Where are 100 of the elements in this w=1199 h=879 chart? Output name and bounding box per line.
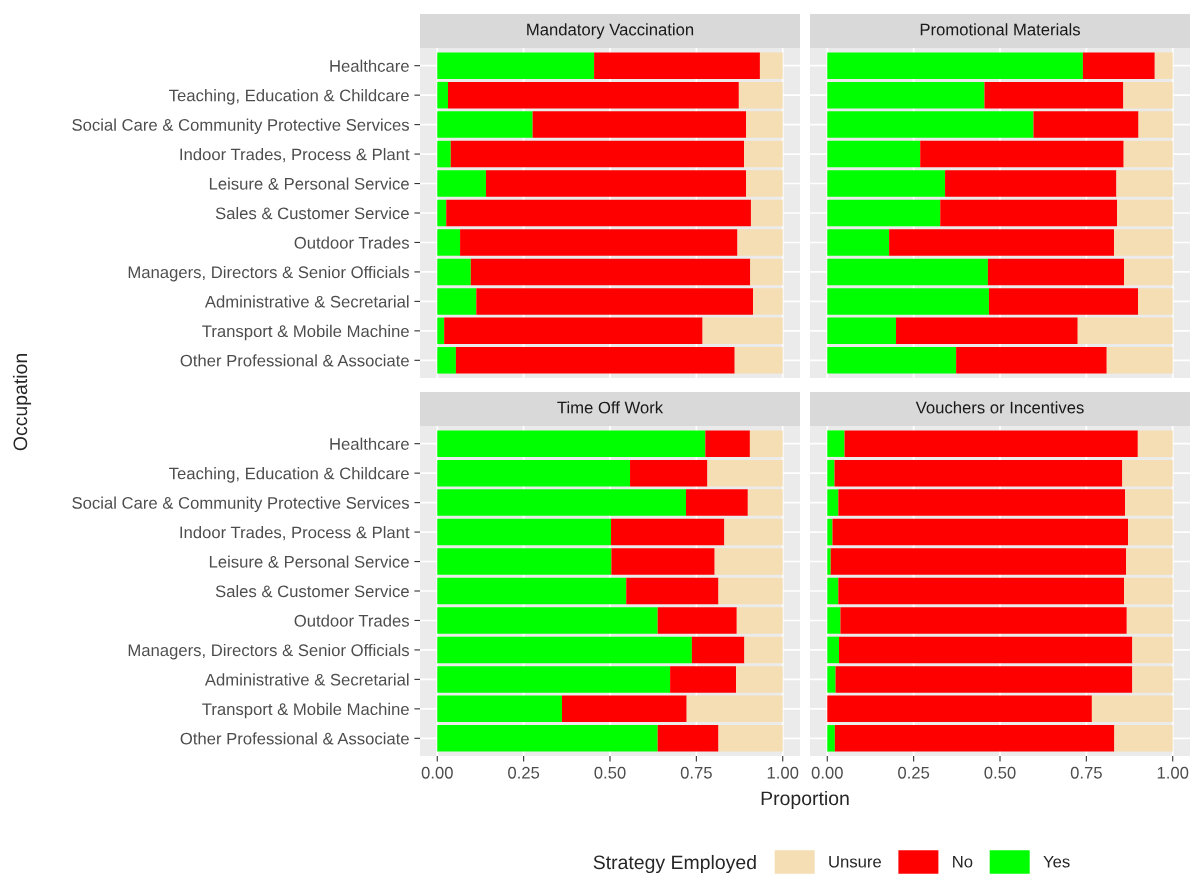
bar [437,140,451,168]
bar [437,725,658,752]
bar [827,199,941,227]
bar [827,459,835,487]
bar [896,317,1078,345]
y-tick-label: Indoor Trades, Process & Plant [180,526,410,541]
y-tick-label: Managers, Directors & Senior Officials [128,265,409,282]
bar [750,258,783,286]
x-tick-label: 1.00 [767,766,799,779]
bar [446,199,751,227]
bar [437,199,447,227]
x-tick-label: 0.75 [1070,766,1102,779]
bar [1137,430,1173,457]
x-tick-label: 0.25 [898,766,930,779]
bar [718,725,783,752]
bar [1128,518,1173,546]
bar [827,607,841,634]
y-tick-label: Other Professional & Associate [180,732,409,745]
bar [1123,140,1173,168]
bar [832,518,1129,546]
bar [1116,170,1173,197]
bar [839,636,1133,664]
bar [747,489,783,516]
bar [746,170,783,197]
bar [1126,607,1173,634]
bar [1124,258,1173,286]
bar [827,695,1092,723]
bar [1125,489,1173,516]
bar [437,489,686,516]
y-tick-label: Other Professional & Associate [180,354,409,367]
bar [920,140,1124,168]
bar [1138,111,1173,138]
legend-label: No [953,855,973,868]
bar [984,81,1124,109]
bar [827,489,839,516]
bar [1117,199,1173,227]
bar [1122,459,1173,487]
bar [437,695,562,723]
bar [594,52,760,79]
bar [718,577,783,605]
bar [827,430,845,457]
bar [450,140,745,168]
y-tick-label: Outdoor Trades [294,614,409,627]
y-tick-label: Administrative & Secretarial [204,673,409,686]
bar [827,347,957,374]
bar [437,52,595,79]
bar [447,81,739,109]
bar [827,666,836,693]
bar [827,140,921,168]
bar [437,288,477,315]
bar [437,459,631,487]
bar [840,607,1127,634]
x-tick-label: 0.50 [594,766,626,779]
bar [437,81,448,109]
x-tick-label: 0.00 [811,766,843,779]
bar [827,288,989,315]
y-tick-label: Transport & Mobile Machine [202,702,409,719]
bar [940,199,1118,227]
bar [437,607,658,634]
bar [437,229,461,256]
y-tick-label: Outdoor Trades [294,236,409,249]
bar [734,347,783,374]
bar [827,548,831,575]
bar [455,347,735,374]
bar [437,577,627,605]
bar [753,288,783,315]
legend-title: Strategy Employed [593,854,756,874]
x-tick-label: 0.25 [508,766,540,779]
bar [749,430,783,457]
y-tick-label: Healthcare [330,59,409,72]
chart-title: Mandatory Vaccination [527,23,694,39]
bar [827,111,1034,138]
bar [1082,52,1155,79]
bar [1114,229,1173,256]
bar [714,548,783,575]
bar [945,170,1117,197]
bar [561,695,687,723]
bar [1091,695,1173,723]
y-tick-label: Healthcare [330,437,409,450]
bar [956,347,1107,374]
bar [437,170,486,197]
bar [827,577,839,605]
bar [437,636,692,664]
bar [437,666,671,693]
bar [1123,81,1173,109]
bar [437,548,612,575]
y-tick-label: Indoor Trades, Process & Plant [180,148,410,163]
legend-label: Unsure [829,855,881,868]
bar [532,111,747,138]
y-tick-label: Sales & Customer Service [215,206,409,220]
bar [750,199,783,227]
x-tick-label: 1.00 [1157,766,1189,779]
chart-title: Time Off Work [557,401,664,414]
bar [827,518,833,546]
bar [1132,666,1173,693]
x-tick-label: 0.50 [984,766,1016,779]
bar [1154,52,1173,79]
bar [686,489,748,516]
bar [476,288,754,315]
y-tick-label: Leisure & Personal Service [209,177,409,190]
